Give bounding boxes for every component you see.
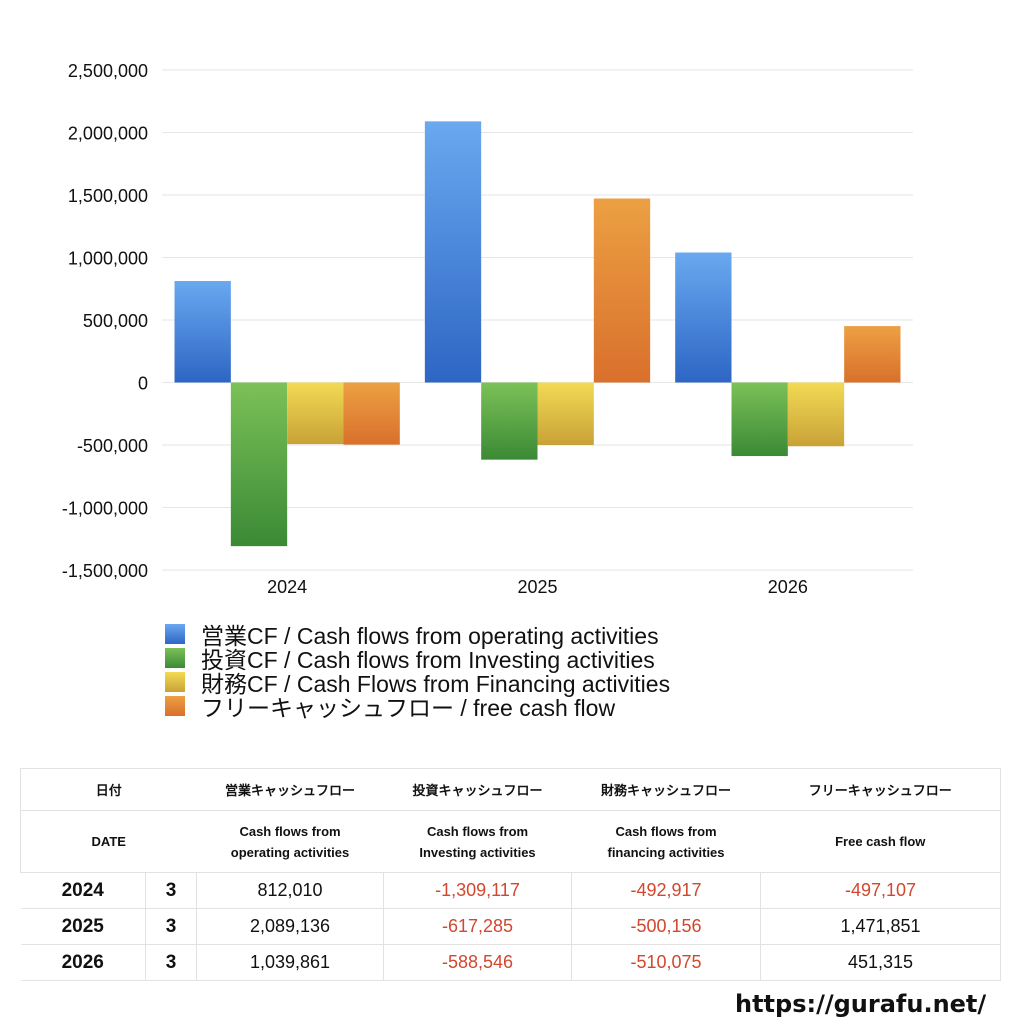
row-year: 2025	[20, 908, 146, 945]
bar-2024-series-2	[230, 382, 288, 547]
header-financing-en-line1: Cash flows from	[615, 823, 717, 839]
header-financing-jp: 財務キャッシュフロー	[571, 768, 761, 811]
y-tick-label: 1,500,000	[68, 186, 148, 206]
x-axis-tick-labels: 2024 2025 2026	[267, 577, 808, 597]
bar-2025-series-4	[593, 198, 651, 383]
header-free-jp: フリーキャッシュフロー	[760, 768, 1002, 811]
bar-2025-series-2	[481, 382, 538, 460]
row-free: -497,107	[760, 872, 1002, 909]
header-operating-jp: 営業キャッシュフロー	[196, 768, 384, 811]
table-row: 2026 3 1,039,861 -588,546 -510,075 451,3…	[20, 944, 1002, 981]
x-tick-label: 2025	[517, 577, 557, 597]
header-date-jp: 日付	[19, 768, 197, 811]
header-date-en: DATE	[19, 810, 197, 873]
legend-swatch-financing	[165, 672, 185, 692]
bar-2025-series-3	[537, 382, 594, 446]
row-investing: -617,285	[383, 908, 573, 945]
site-url[interactable]: https://gurafu.net/	[735, 990, 987, 1018]
row-financing: -492,917	[571, 872, 762, 909]
header-investing-en-line2: Investing activities	[419, 844, 536, 860]
row-month: 3	[144, 872, 198, 909]
y-tick-label: 1,000,000	[68, 249, 148, 269]
bar-2024-series-1	[174, 280, 231, 383]
cash-flow-bar-chart: -1,500,000 -1,000,000 -500,000 0 500,000 1,00…	[62, 61, 913, 597]
row-free: 451,315	[760, 944, 1002, 981]
table-row: 2024 3 812,010 -1,309,117 -492,917 -497,…	[20, 872, 1002, 909]
row-financing: -510,075	[571, 944, 762, 981]
legend-label-financing: 財務CF / Cash Flows from Financing activit…	[201, 671, 671, 697]
header-free-en: Free cash flow	[760, 810, 1002, 873]
legend-item-operating: 営業CF / Cash flows from operating activit…	[165, 622, 670, 649]
row-month: 3	[144, 944, 198, 981]
bar-2026-series-1	[675, 252, 732, 383]
chart-legend: 営業CF / Cash flows from operating activit…	[165, 622, 670, 721]
bars	[174, 121, 901, 547]
legend-item-free: フリーキャッシュフロー / free cash flow	[165, 694, 670, 721]
legend-item-investing: 投資CF / Cash flows from Investing activit…	[165, 646, 670, 673]
row-month: 3	[144, 908, 198, 945]
row-financing: -500,156	[571, 908, 762, 945]
table-header-row-jp: 日付 営業キャッシュフロー 投資キャッシュフロー 財務キャッシュフロー フリーキ…	[19, 768, 1002, 811]
bar-2026-series-2	[731, 382, 788, 457]
legend-label-free: フリーキャッシュフロー / free cash flow	[201, 695, 616, 721]
x-tick-label: 2024	[267, 577, 307, 597]
y-tick-label: -500,000	[77, 436, 148, 456]
row-operating: 812,010	[196, 872, 385, 909]
table-header-row-en: DATE Cash flows from operating activities…	[19, 810, 1002, 873]
header-operating-en-line2: operating activities	[230, 844, 350, 860]
legend-swatch-operating	[165, 624, 185, 644]
row-investing: -1,309,117	[383, 872, 573, 909]
bar-2026-series-4	[844, 326, 901, 383]
y-tick-label: 2,000,000	[68, 124, 148, 144]
legend-swatch-investing	[165, 648, 185, 668]
row-operating: 1,039,861	[196, 944, 385, 981]
x-tick-label: 2026	[768, 577, 808, 597]
header-investing-en-line1: Cash flows from	[426, 823, 529, 839]
cash-flow-table: 日付 営業キャッシュフロー 投資キャッシュフロー 財務キャッシュフロー フリーキ…	[19, 768, 1002, 981]
legend-label-investing: 投資CF / Cash flows from Investing activit…	[201, 647, 655, 673]
row-operating: 2,089,136	[196, 908, 385, 945]
y-axis-tick-labels: -1,500,000 -1,000,000 -500,000 0 500,000 1,00…	[62, 61, 148, 581]
y-tick-label: -1,000,000	[62, 499, 148, 519]
header-operating-en-line1: Cash flows from	[239, 823, 341, 839]
legend-item-financing: 財務CF / Cash Flows from Financing activit…	[165, 670, 670, 697]
header-financing-en-line2: financing activities	[607, 844, 725, 860]
bar-2026-series-3	[787, 382, 845, 447]
row-year: 2026	[20, 944, 146, 981]
header-financing-en: Cash flows from financing activities	[571, 810, 761, 873]
y-tick-label: 2,500,000	[68, 61, 148, 81]
legend-swatch-free	[165, 696, 185, 716]
y-tick-label: 500,000	[83, 311, 148, 331]
row-investing: -588,546	[383, 944, 573, 981]
y-tick-label: -1,500,000	[62, 561, 148, 581]
bar-2024-series-4	[343, 382, 400, 445]
y-tick-label: 0	[138, 374, 148, 394]
header-investing-en: Cash flows from Investing activities	[383, 810, 572, 873]
header-operating-en: Cash flows from operating activities	[196, 810, 384, 873]
header-investing-jp: 投資キャッシュフロー	[383, 768, 572, 811]
table-row: 2025 3 2,089,136 -617,285 -500,156 1,471…	[20, 908, 1002, 945]
row-year: 2024	[20, 872, 146, 909]
bar-2024-series-3	[287, 382, 344, 445]
legend-label-operating: 営業CF / Cash flows from operating activit…	[201, 623, 659, 649]
bar-2025-series-1	[424, 121, 482, 383]
row-free: 1,471,851	[760, 908, 1002, 945]
